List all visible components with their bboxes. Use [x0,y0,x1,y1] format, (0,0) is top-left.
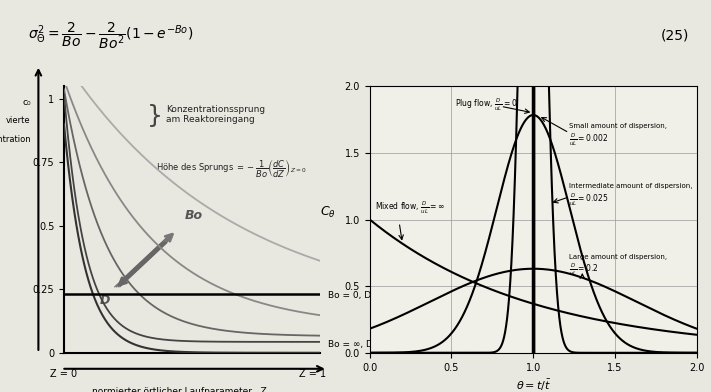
Text: c₀: c₀ [22,98,31,107]
Text: }: } [147,103,163,127]
Text: $\frac{D}{uL} = 0.002$: $\frac{D}{uL} = 0.002$ [570,131,609,148]
Text: Konzentrationssprung
am Reaktoreingang: Konzentrationssprung am Reaktoreingang [166,105,265,124]
Text: Bo = 0, D = ∞: Bo = 0, D = ∞ [328,291,392,300]
Text: Bo = ∞, D = 0: Bo = ∞, D = 0 [328,340,392,349]
Text: Bo: Bo [184,209,203,222]
Text: Intermediate amount of dispersion,: Intermediate amount of dispersion, [570,183,693,189]
Text: Mixed flow, $\frac{D}{uL}=\infty$: Mixed flow, $\frac{D}{uL}=\infty$ [375,200,444,216]
Text: (25): (25) [661,28,690,42]
Text: normierter örtlicher Laufparameter   Z: normierter örtlicher Laufparameter Z [92,387,267,392]
Text: Small amount of dispersion,: Small amount of dispersion, [570,123,667,129]
Text: $\sigma_{\Theta}^{2} = \dfrac{2}{Bo} - \dfrac{2}{Bo^{2}}\left(1-e^{-Bo}\right)$: $\sigma_{\Theta}^{2} = \dfrac{2}{Bo} - \… [28,20,193,51]
Text: $\frac{D}{uL} = 0.025$: $\frac{D}{uL} = 0.025$ [570,191,609,208]
Text: Plug flow, $\frac{D}{uL}=0$: Plug flow, $\frac{D}{uL}=0$ [455,97,517,113]
Text: Z = 1: Z = 1 [299,369,326,379]
Y-axis label: $C_\theta$: $C_\theta$ [320,204,336,220]
Text: D: D [100,294,110,307]
Text: entration: entration [0,135,31,144]
Text: Z = 0: Z = 0 [50,369,77,379]
Text: Large amount of dispersion,: Large amount of dispersion, [570,254,668,260]
Text: Höhe des Sprungs $= -\dfrac{1}{Bo}\left(\dfrac{dC}{dZ}\right)_{Z=0}$: Höhe des Sprungs $= -\dfrac{1}{Bo}\left(… [156,158,307,180]
Text: $\frac{D}{uL} = 0.2$: $\frac{D}{uL} = 0.2$ [570,262,599,278]
Text: vierte: vierte [6,116,31,125]
X-axis label: $\theta = t/\bar{t}$: $\theta = t/\bar{t}$ [515,378,551,392]
